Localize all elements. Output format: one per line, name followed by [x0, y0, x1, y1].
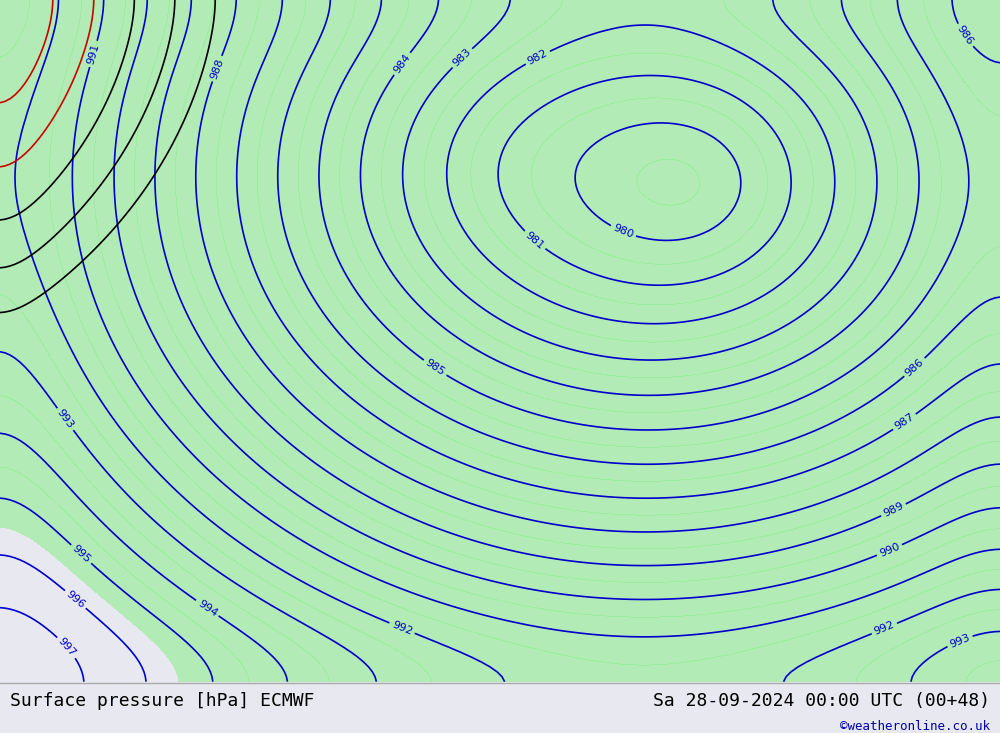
Text: ©weatheronline.co.uk: ©weatheronline.co.uk	[840, 721, 990, 733]
Text: 992: 992	[390, 619, 414, 637]
Text: 986: 986	[955, 24, 975, 47]
Text: 982: 982	[526, 48, 549, 67]
Text: Surface pressure [hPa] ECMWF: Surface pressure [hPa] ECMWF	[10, 692, 314, 710]
Text: 981: 981	[523, 229, 546, 251]
Text: 994: 994	[196, 598, 219, 619]
Text: 986: 986	[903, 356, 926, 378]
Text: 995: 995	[70, 543, 92, 565]
Text: Sa 28-09-2024 00:00 UTC (00+48): Sa 28-09-2024 00:00 UTC (00+48)	[653, 692, 990, 710]
Text: 984: 984	[392, 52, 412, 75]
Text: 991: 991	[86, 43, 101, 65]
Text: 989: 989	[882, 501, 905, 519]
Text: 996: 996	[64, 589, 87, 610]
Text: 983: 983	[451, 47, 473, 69]
Text: 988: 988	[209, 57, 225, 81]
Text: 993: 993	[948, 632, 972, 649]
Text: 980: 980	[611, 223, 635, 240]
Text: 985: 985	[423, 358, 447, 378]
Text: 990: 990	[878, 542, 901, 559]
Text: 987: 987	[893, 412, 916, 432]
Text: 992: 992	[873, 620, 896, 637]
Text: 993: 993	[55, 408, 76, 431]
Text: 997: 997	[56, 636, 78, 659]
